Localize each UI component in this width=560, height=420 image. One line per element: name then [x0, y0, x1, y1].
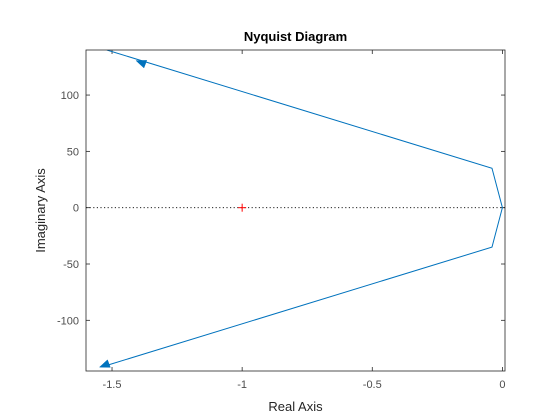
y-axis-label: Imaginary Axis [33, 168, 48, 253]
direction-arrow [135, 60, 148, 69]
arrows-group [98, 60, 148, 368]
plot-area-background [86, 50, 505, 371]
y-tick-label: 0 [73, 203, 79, 215]
x-tick-label: -1 [237, 379, 247, 391]
y-tick-label: 100 [61, 90, 79, 102]
y-tick-label: -50 [63, 259, 79, 271]
y-tick-label: -100 [57, 315, 79, 327]
ticks-group [86, 50, 505, 371]
critical-point-marker [238, 203, 247, 212]
x-tick-label: -1.5 [103, 379, 122, 391]
x-axis-label: Real Axis [268, 399, 323, 414]
y-tick-label: 50 [67, 146, 79, 158]
series-group [106, 50, 503, 366]
x-tick-label: -0.5 [363, 379, 382, 391]
x-tick-labels: -1.5 -1 -0.5 0 [103, 379, 506, 391]
chart-title: Nyquist Diagram [244, 29, 347, 44]
direction-arrow [98, 359, 111, 368]
series-line-nyquist-curve [106, 50, 503, 366]
plot-area-frame [85, 49, 506, 372]
x-tick-label: 0 [499, 379, 505, 391]
y-tick-labels: -100 -50 0 50 100 [57, 90, 79, 327]
